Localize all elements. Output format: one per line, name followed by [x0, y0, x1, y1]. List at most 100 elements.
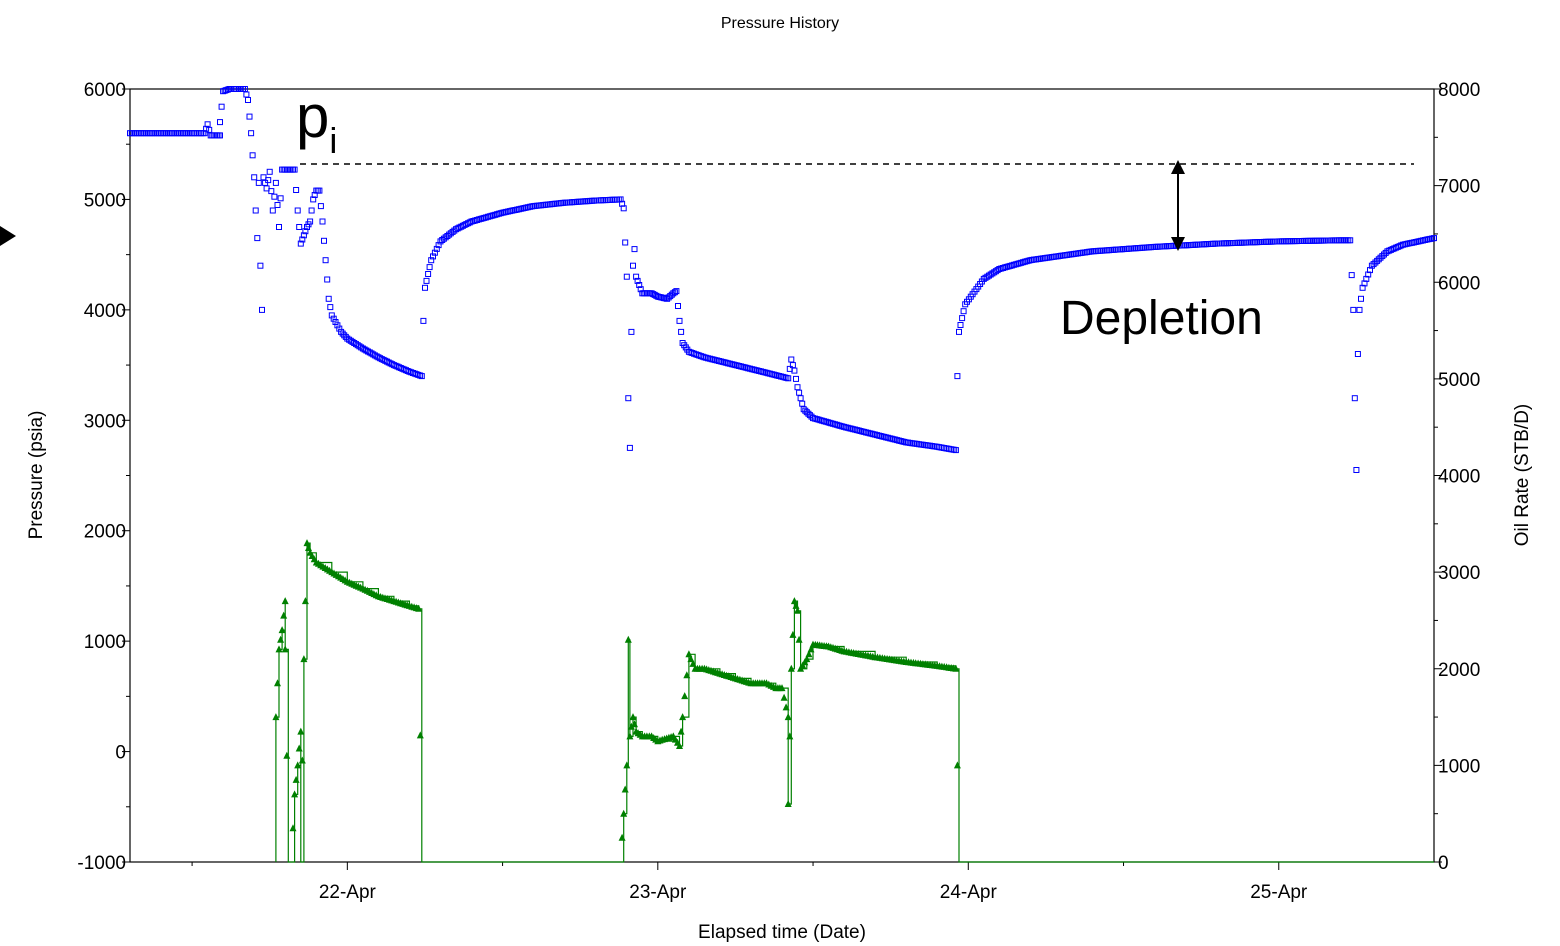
pressure-point: [796, 389, 803, 396]
series-layer: [127, 86, 1437, 863]
pressure-point: [1368, 262, 1375, 269]
pressure-point: [678, 328, 685, 335]
pressure-point: [174, 130, 181, 137]
pressure-point: [183, 130, 190, 137]
pressure-point: [324, 276, 331, 283]
pressure-point: [1288, 238, 1295, 245]
y2-tick-label: 2000: [1438, 660, 1480, 681]
pressure-point: [793, 375, 799, 382]
pressure-point: [430, 253, 436, 260]
pressure-point: [426, 264, 433, 271]
oil-rate-point: [784, 713, 792, 721]
pressure-point: [1314, 237, 1321, 244]
pressure-point: [1326, 237, 1333, 244]
pressure-point: [316, 187, 323, 194]
pressure-point: [633, 273, 640, 280]
oil-rate-point: [272, 713, 280, 721]
pressure-point: [1377, 254, 1384, 261]
pressure-point: [291, 166, 298, 173]
pressure-point: [673, 288, 680, 295]
pressure-point: [628, 328, 635, 335]
pressure-point: [334, 322, 341, 329]
y-tick-label: 0: [115, 743, 126, 764]
pressure-point: [138, 130, 144, 137]
pressure-point: [614, 196, 620, 203]
pressure-point: [1284, 238, 1291, 245]
pressure-point: [1330, 237, 1337, 244]
pressure-point: [959, 315, 966, 322]
y2-axis-title: Oil Rate (STB/D): [1512, 404, 1533, 547]
pressure-point: [1248, 239, 1255, 246]
oil-rate-point: [795, 635, 803, 643]
pressure-point: [1372, 259, 1379, 266]
pressure-point: [1367, 267, 1373, 274]
pressure-point: [187, 130, 194, 137]
pressure-point: [794, 384, 801, 391]
left-axis-ticks: -1000 0 1000 2000 3000 4000 5000 6000: [77, 80, 130, 874]
oil-rate-point: [416, 731, 424, 739]
pressure-point: [1211, 240, 1218, 247]
pressure-point: [612, 196, 619, 203]
pressure-point: [189, 130, 196, 137]
pressure-point: [1257, 239, 1264, 245]
pressure-point: [1317, 237, 1324, 244]
pressure-point: [1310, 237, 1317, 244]
pressure-point: [1363, 275, 1370, 282]
plot-area-frame: [129, 88, 1435, 863]
pressure-point: [145, 130, 152, 137]
pressure-point: [243, 91, 250, 98]
pressure-point: [274, 202, 281, 208]
oil-rate-point: [687, 655, 695, 663]
pressure-point: [599, 197, 606, 204]
pressure-point: [265, 177, 272, 184]
oil-rate-point: [631, 720, 638, 728]
pressure-point: [634, 277, 641, 284]
pressure-point: [1246, 239, 1253, 246]
pressure-point: [415, 371, 422, 378]
pressure-point: [1299, 238, 1306, 244]
pressure-point: [603, 197, 610, 204]
pressure-point: [1153, 243, 1160, 250]
oil-rate-point: [621, 785, 629, 793]
pressure-point: [147, 130, 154, 137]
pressure-point: [676, 317, 683, 324]
oil-rate-point: [794, 606, 801, 614]
pressure-point: [1191, 241, 1198, 248]
oil-rate-point: [297, 727, 305, 735]
pressure-point: [307, 218, 314, 225]
pressure-point: [956, 328, 962, 335]
pressure-point: [596, 197, 603, 204]
pressure-point: [1252, 239, 1258, 246]
oil-rate-point: [629, 713, 637, 721]
pressure-point: [433, 245, 440, 252]
pressure-point: [1306, 237, 1313, 244]
pressure-point: [328, 312, 335, 319]
x-tick-label: 25-Apr: [1250, 882, 1308, 903]
y-tick-label: 6000: [84, 80, 126, 101]
pressure-point: [1279, 238, 1286, 245]
pressure-point: [954, 373, 961, 380]
pressure-point: [1431, 235, 1437, 242]
pressure-point: [1215, 240, 1222, 247]
pressure-point: [1325, 237, 1332, 244]
pressure-point: [1292, 238, 1299, 245]
pressure-point: [139, 130, 146, 137]
pressure-point: [601, 197, 608, 204]
pressure-point: [1197, 241, 1204, 248]
pressure-point: [1290, 238, 1297, 245]
pressure-point: [1375, 256, 1382, 263]
pressure-point: [1189, 241, 1196, 248]
pressure-point: [255, 179, 262, 186]
pressure-point: [1169, 242, 1176, 249]
pressure-point: [257, 262, 264, 269]
pressure-point: [1239, 239, 1246, 246]
pressure-point: [321, 237, 327, 244]
oil-rate-point: [303, 539, 311, 547]
oil-rate-point: [679, 713, 687, 721]
oil-rate-point: [292, 775, 300, 783]
pressure-point: [163, 130, 170, 137]
pressure-point: [156, 130, 163, 137]
pressure-point: [1301, 237, 1308, 244]
pressure-point: [631, 246, 638, 253]
pressure-point: [192, 130, 199, 137]
